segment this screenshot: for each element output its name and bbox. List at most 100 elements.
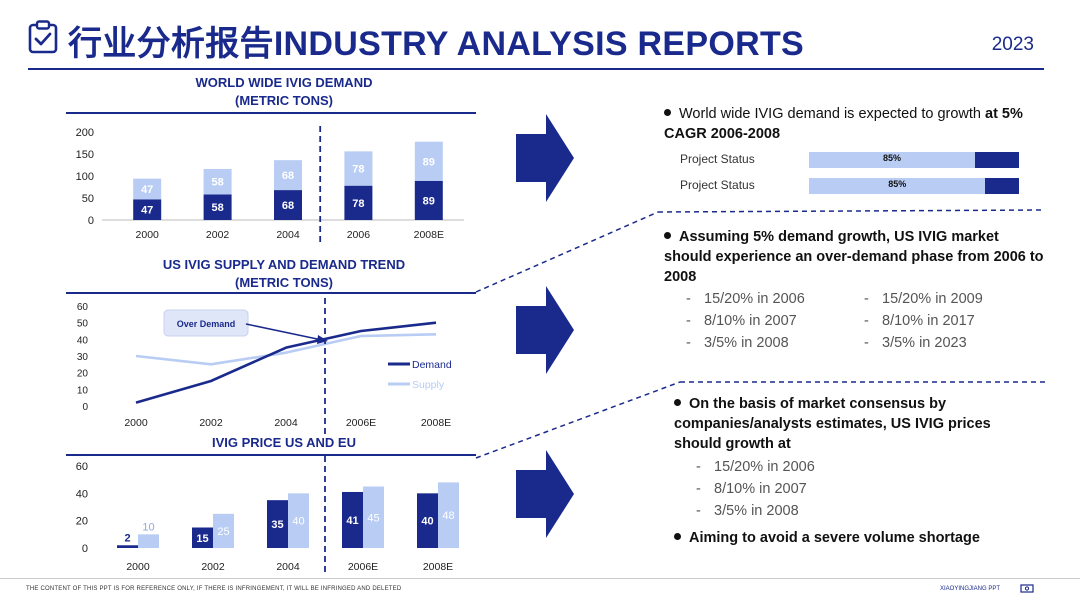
price-title-line1: IVIG PRICE US AND EU xyxy=(212,435,356,450)
bar-base xyxy=(344,185,373,220)
bullet-dot xyxy=(664,109,671,116)
arrow-right-icon xyxy=(516,114,574,202)
series-line-demand xyxy=(135,321,437,404)
bullet-over-demand-text: Assuming 5% demand growth, US IVIG marke… xyxy=(664,229,1044,285)
y-tick-label: 150 xyxy=(76,149,94,161)
x-tick-label: 2000 xyxy=(124,417,148,429)
list-item: -3/5% in 2023 xyxy=(864,335,967,351)
bullet-shortage-text: Aiming to avoid a severe volume shortage xyxy=(689,530,980,546)
bar-data-label: 15 xyxy=(196,533,208,545)
demand-title-line1: WORLD WIDE IVIG DEMAND xyxy=(195,75,373,90)
status-bar-1: 85% xyxy=(809,152,1019,168)
x-tick-label: 2000 xyxy=(126,561,150,573)
x-tick-label: 2006E xyxy=(348,561,378,573)
bar-data-label: 41 xyxy=(346,515,358,527)
bar-eu xyxy=(213,513,234,548)
status-fill-2: 85% xyxy=(809,178,986,194)
presentation-icon xyxy=(1020,584,1034,593)
y-tick-label: 0 xyxy=(82,402,88,413)
y-tick-label: 60 xyxy=(76,461,88,473)
trend-title-rule xyxy=(66,292,476,294)
y-tick-label: 0 xyxy=(82,543,88,555)
x-tick-label: 2002 xyxy=(199,417,223,429)
y-tick-label: 30 xyxy=(77,352,89,363)
y-tick-label: 40 xyxy=(76,488,88,500)
price-growth-list: -15/20% in 2006 -8/10% in 2007 -3/5% in … xyxy=(696,456,815,522)
page-title-cn: 行业分析报告 xyxy=(68,25,274,63)
y-tick-label: 20 xyxy=(77,369,89,380)
bar-us xyxy=(117,545,138,548)
footer-brand: XIAOYINGJIANG PPT xyxy=(940,586,1001,592)
x-tick-label: 2002 xyxy=(201,561,225,573)
bar-data-label: 68 xyxy=(282,200,294,212)
x-tick-label: 2008E xyxy=(423,561,453,573)
x-tick-label: 2000 xyxy=(136,229,160,241)
bar-eu xyxy=(363,486,384,548)
series-line-supply xyxy=(135,333,437,366)
y-tick-label: 100 xyxy=(76,171,94,183)
list-item: -8/10% in 2007 xyxy=(696,481,807,497)
list-item: -3/5% in 2008 xyxy=(696,503,799,519)
y-tick-label: 50 xyxy=(77,319,89,330)
x-tick-label: 2004 xyxy=(276,229,300,241)
status-fill-1: 85% xyxy=(809,152,975,168)
bar-top xyxy=(133,178,162,200)
trend-title-line2: (METRIC TONS) xyxy=(235,275,333,290)
list-item: -15/20% in 2009 xyxy=(864,291,983,307)
bullet-dot xyxy=(674,533,681,540)
y-tick-label: 20 xyxy=(76,516,88,528)
bar-data-label: 47 xyxy=(141,184,153,196)
y-tick-label: 10 xyxy=(77,385,89,396)
bar-data-label: 78 xyxy=(352,164,364,176)
bar-top xyxy=(414,141,443,181)
y-tick-label: 0 xyxy=(88,215,94,227)
bullet-demand-growth: World wide IVIG demand is expected to gr… xyxy=(664,104,1044,144)
bar-data-label: 68 xyxy=(282,170,294,182)
bar-base xyxy=(274,190,302,220)
bar-data-label: 25 xyxy=(217,526,229,538)
page-title-en: INDUSTRY ANALYSIS REPORTS xyxy=(273,25,804,63)
bar-base xyxy=(414,180,443,220)
bar-data-label: 10 xyxy=(142,521,154,533)
bar-base xyxy=(133,199,162,220)
y-tick-label: 40 xyxy=(77,335,89,346)
status-bar-2: 85% xyxy=(809,178,1019,194)
trend-line-chart: 0 10 20 30 40 50 60 2000 2002 2004 2006E 2008E Deman… xyxy=(77,298,452,434)
bullet-demand-text: World wide IVIG demand is expected to gr… xyxy=(679,106,985,122)
bullet-volume-shortage: Aiming to avoid a severe volume shortage xyxy=(674,528,1034,548)
x-tick-label: 2008E xyxy=(421,417,451,429)
bar-data-label: 47 xyxy=(141,205,153,217)
price-bar-chart: 0 20 40 60 2 10 2000 15 25 2002 35 40 2004 41 45 2006E 4… xyxy=(76,456,459,576)
status-label-1: Project Status xyxy=(680,152,755,166)
demand-bar-chart: 0 50 100 150 200 47 47 2000 58 58 2002 68 68 2004 78 78… xyxy=(76,126,464,242)
bar-data-label: 48 xyxy=(442,510,454,522)
price-chart-title: IVIG PRICE US AND EU xyxy=(66,434,502,452)
clipboard-check-icon xyxy=(28,20,58,54)
footer-disclaimer: THE CONTENT OF THIS PPT IS FOR REFERENCE… xyxy=(26,586,402,592)
bar-data-label: 35 xyxy=(271,519,283,531)
bar-top xyxy=(203,168,232,195)
list-item: -8/10% in 2017 xyxy=(864,313,975,329)
x-tick-label: 2006 xyxy=(347,229,371,241)
x-tick-label: 2002 xyxy=(206,229,230,241)
over-demand-list-left: -15/20% in 2006 -8/10% in 2007 -3/5% in … xyxy=(686,288,805,354)
bar-data-label: 40 xyxy=(292,516,304,528)
trend-title-line1: US IVIG SUPPLY AND DEMAND TREND xyxy=(162,257,406,272)
bar-us xyxy=(342,491,363,548)
bullet-dot xyxy=(674,399,681,406)
bar-base xyxy=(203,194,232,220)
callout-box xyxy=(163,309,249,337)
demand-title-line2: (METRIC TONS) xyxy=(235,93,333,108)
bar-top xyxy=(274,160,302,191)
status-pct-1: 85% xyxy=(882,153,901,163)
over-demand-list-right: -15/20% in 2009 -8/10% in 2017 -3/5% in … xyxy=(864,288,983,354)
bar-data-label: 89 xyxy=(423,156,435,168)
y-tick-label: 60 xyxy=(77,302,89,313)
bar-eu xyxy=(288,493,309,548)
bar-eu xyxy=(138,534,159,548)
bullet-demand-bold: at 5% CAGR 2006-2008 xyxy=(664,106,1023,142)
bullet-dot xyxy=(664,232,671,239)
bar-data-label: 58 xyxy=(211,202,223,214)
y-tick-label: 200 xyxy=(76,127,94,139)
bullet-price-growth: On the basis of market consensus by comp… xyxy=(674,394,1024,454)
